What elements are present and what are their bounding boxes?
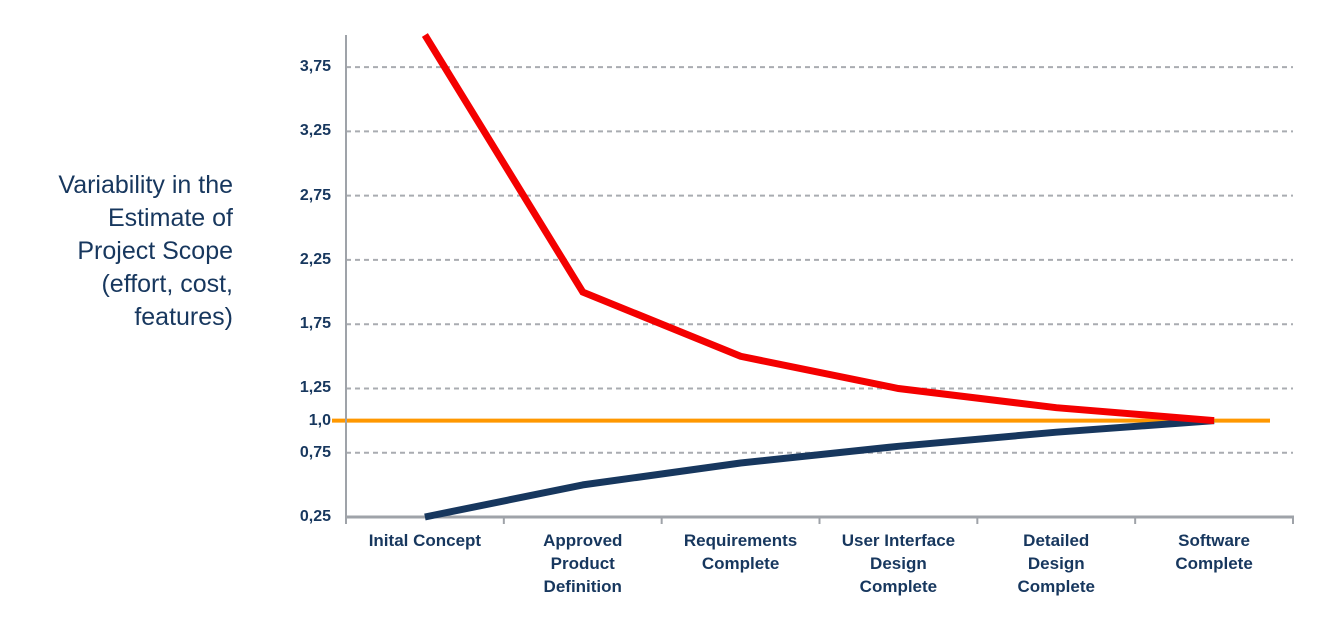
y-tick-label: 0,75 [299, 443, 331, 461]
y-tick-label: 3,25 [299, 122, 331, 140]
y-tick-label: 2,25 [299, 250, 331, 268]
x-category-label: User Interface Design Complete [841, 531, 956, 596]
x-category-label: Requirements Complete [683, 531, 798, 573]
y-tick-label: 0,25 [299, 508, 331, 525]
gridlines [346, 66, 1293, 454]
x-category-label: Inital Concept [368, 531, 482, 550]
y-tick-label: 1,0 [308, 411, 331, 429]
y-tick-label: 1,75 [299, 315, 331, 333]
x-category-label: Detailed Design Complete [1017, 531, 1095, 596]
y-axis-title: Variability in the Estimate of Project S… [58, 171, 233, 331]
y-tick-label: 3,75 [299, 58, 331, 76]
x-axis-ticks [345, 518, 1294, 524]
y-axis-tick-labels: 3,75 3,25 2,75 2,25 1,75 1,25 1,0 0,75 0,25 [0, 0, 331, 644]
x-axis-category-labels: Inital Concept Approved Product Definitio… [346, 529, 1294, 639]
y-tick-label: 2,75 [299, 186, 331, 204]
y-tick-label: 1,25 [299, 379, 331, 397]
x-category-label: Software Complete [1175, 531, 1253, 573]
x-category-label: Approved Product Definition [543, 531, 623, 596]
upper-bound-line [421, 33, 1215, 425]
lower-bound-line [424, 417, 1215, 521]
